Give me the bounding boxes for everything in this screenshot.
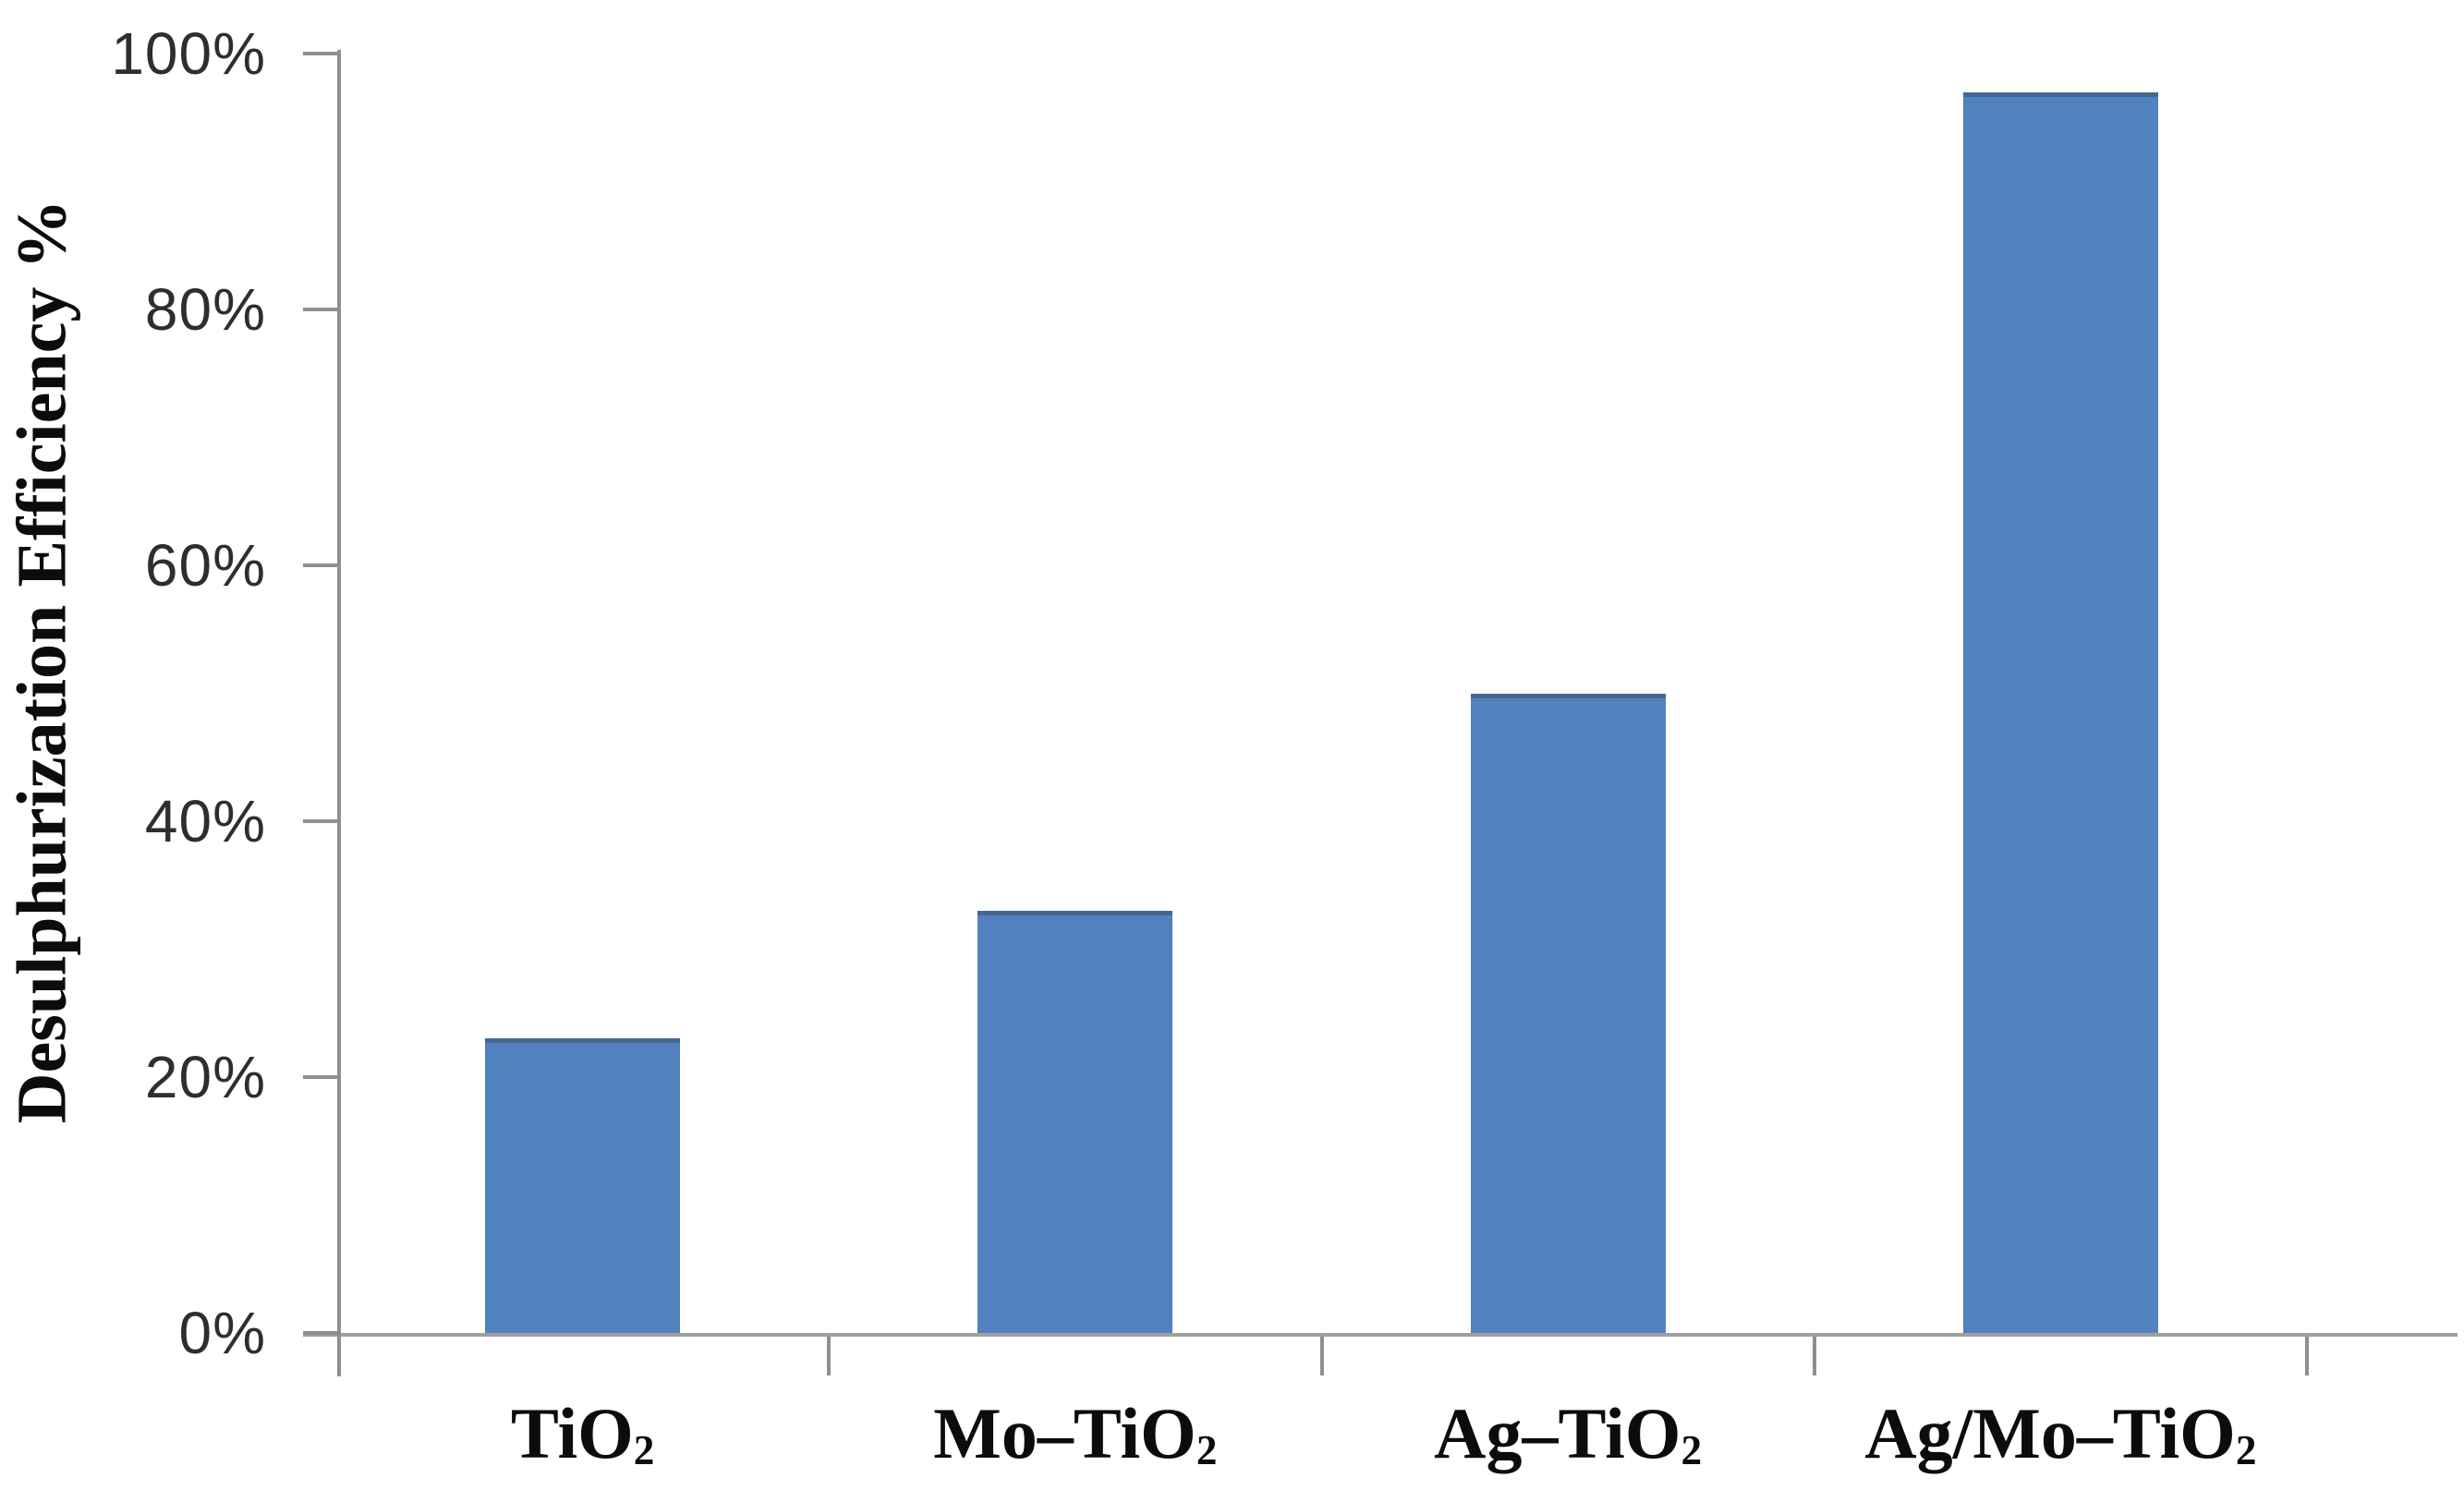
x-category-label: Ag–TiO2 [1281,1387,1854,1490]
bar-Mo-TiO2 [977,910,1173,1333]
y-axis-line [337,50,341,1376]
y-tick-label: 80% [144,276,266,343]
x-category-label-base: TiO [510,1393,634,1473]
bar-Ag-TiO2 [1470,693,1666,1333]
x-tick-mark [1319,1337,1324,1375]
x-tick-mark [1812,1337,1816,1375]
y-tick-mark [303,1075,339,1079]
y-tick-label: 0% [178,1300,266,1366]
y-tick-label: 40% [144,788,266,854]
y-tick-mark [303,563,339,567]
x-category-label-subscript: 2 [1196,1427,1218,1474]
x-tick-mark [2305,1337,2309,1375]
y-tick-mark [303,308,339,311]
x-tick-mark [827,1337,831,1375]
x-category-label-base: Mo–TiO [933,1393,1196,1473]
y-tick-label: 100% [111,20,266,87]
bar-TiO2 [485,1038,681,1333]
y-tick-mark [303,819,339,823]
x-category-label: TiO2 [297,1387,869,1490]
x-axis-line [303,1333,2458,1337]
x-category-label-base: Ag/Mo–TiO [1864,1393,2236,1473]
y-tick-mark [303,52,339,55]
x-category-label-subscript: 2 [633,1427,655,1474]
x-category-label-subscript: 2 [1681,1427,1703,1474]
x-category-label-base: Ag–TiO [1434,1393,1681,1473]
y-tick-label: 60% [144,532,266,599]
bar-Ag/Mo-TiO2 [1962,91,2158,1333]
y-tick-label: 20% [144,1044,266,1110]
x-category-label: Ag/Mo–TiO2 [1774,1387,2347,1490]
x-category-label-subscript: 2 [2235,1427,2257,1474]
x-category-label: Mo–TiO2 [789,1387,1362,1490]
